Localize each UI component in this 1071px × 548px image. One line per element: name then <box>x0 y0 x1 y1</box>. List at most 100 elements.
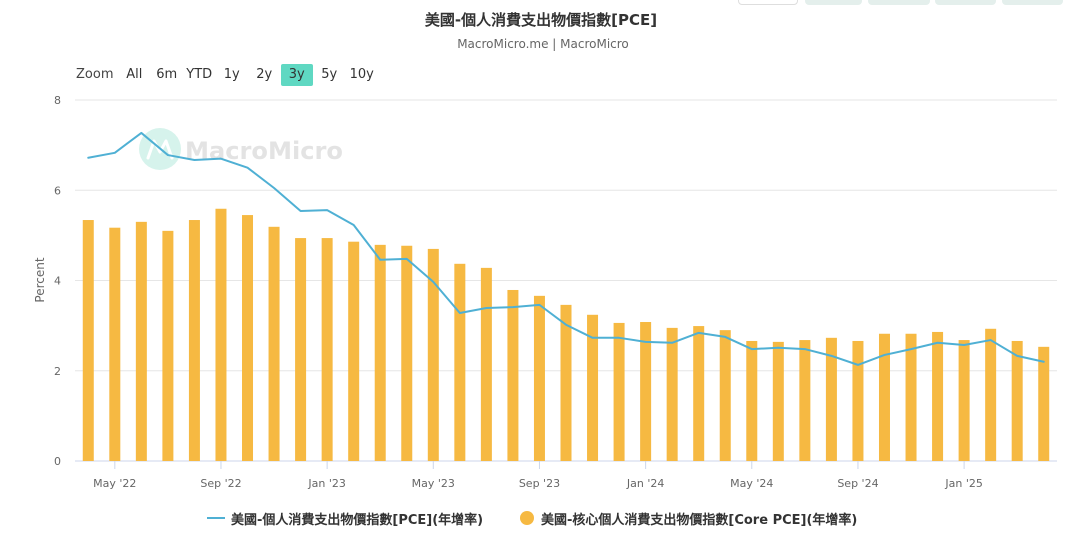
bar-core-pce <box>480 267 492 461</box>
bar-core-pce <box>985 328 997 461</box>
range-button-ytd[interactable]: YTD <box>186 67 213 82</box>
bar-core-pce <box>188 220 200 461</box>
point-pce <box>272 185 277 190</box>
point-pce <box>590 335 595 340</box>
bar-core-pce <box>427 248 439 461</box>
x-tick-label: Jan '23 <box>307 477 345 490</box>
range-button-2y[interactable]: 2y <box>256 67 273 82</box>
point-pce <box>802 347 807 352</box>
point-pce <box>298 209 303 214</box>
bar-core-pce <box>932 331 944 461</box>
legend-circle-icon <box>520 511 534 525</box>
bar-core-pce <box>825 337 837 461</box>
toolbar-button[interactable] <box>738 0 798 5</box>
bar-core-pce <box>507 289 519 461</box>
point-pce <box>776 345 781 350</box>
bar-core-pce <box>878 333 890 461</box>
toolbar-button[interactable] <box>935 0 996 5</box>
bar-core-pce <box>533 295 545 461</box>
bar-core-pce <box>560 304 572 461</box>
point-pce <box>1041 359 1046 364</box>
x-tick-label: May '24 <box>730 477 773 490</box>
y-tick-label: 6 <box>54 184 61 197</box>
range-button-10y[interactable]: 10y <box>349 67 374 82</box>
x-tick-label: May '23 <box>412 477 455 490</box>
bar-core-pce <box>109 227 121 461</box>
toolbar-button[interactable] <box>805 0 862 5</box>
y-tick-label: 8 <box>54 94 61 107</box>
y-axis-label: Percent <box>33 257 47 302</box>
point-pce <box>617 335 622 340</box>
point-pce <box>723 334 728 339</box>
x-axis-ticks: May '22 Sep '22 Jan '23 May '23 Sep '23 Jan '… <box>93 461 983 490</box>
x-tick-label: Jan '24 <box>626 477 664 490</box>
bar-core-pce <box>640 322 652 461</box>
point-pce <box>484 306 489 311</box>
point-pce <box>245 165 250 170</box>
bar-core-pce <box>295 238 307 461</box>
point-pce <box>112 150 117 155</box>
point-pce <box>1015 353 1020 358</box>
legend-item-pce[interactable]: 美國-個人消費支出物價指數[PCE](年增率) <box>207 509 484 528</box>
range-button-3y[interactable]: 3y <box>280 64 313 86</box>
core-pce-bars <box>82 208 1050 461</box>
bar-core-pce <box>321 238 333 461</box>
point-pce <box>935 340 940 345</box>
line-pce <box>87 131 1045 366</box>
point-pce <box>218 156 223 161</box>
point-pce <box>165 153 170 158</box>
point-pce <box>325 208 330 213</box>
legend-label-pce: 美國-個人消費支出物價指數[PCE](年增率) <box>231 512 484 528</box>
range-button-6m[interactable]: 6m <box>156 67 178 82</box>
bar-core-pce <box>958 340 970 461</box>
point-pce <box>696 330 701 335</box>
bar-core-pce <box>799 340 811 461</box>
point-pce <box>882 352 887 357</box>
pce-line-series <box>86 130 1046 367</box>
y-axis-ticks: 0 2 4 6 8 <box>54 94 61 468</box>
point-pce <box>855 362 860 367</box>
bar-core-pce <box>454 263 466 461</box>
x-tick-label: Sep '24 <box>837 477 878 490</box>
toolbar-button[interactable] <box>868 0 930 5</box>
y-tick-label: 4 <box>54 275 61 288</box>
legend-label-core-pce: 美國-核心個人消費支出物價指數[Core PCE](年增率) <box>541 512 858 528</box>
legend-item-core-pce[interactable]: 美國-核心個人消費支出物價指數[Core PCE](年增率) <box>520 509 858 528</box>
range-button-1y[interactable]: 1y <box>223 67 240 82</box>
point-pce <box>962 343 967 348</box>
bar-core-pce <box>666 327 678 461</box>
point-pce <box>537 302 542 307</box>
point-pce <box>139 130 144 135</box>
bar-core-pce <box>772 341 784 461</box>
bar-core-pce <box>587 314 599 461</box>
point-pce <box>564 322 569 327</box>
point-pce <box>457 310 462 315</box>
chart-title: 美國-個人消費支出物價指數[PCE] <box>424 11 658 29</box>
point-pce <box>378 257 383 262</box>
range-button-5y[interactable]: 5y <box>321 67 338 82</box>
point-pce <box>192 158 197 163</box>
point-pce <box>431 279 436 284</box>
point-pce <box>351 223 356 228</box>
bar-core-pce <box>613 322 625 461</box>
bar-core-pce <box>242 215 254 461</box>
bar-core-pce <box>401 245 413 461</box>
x-tick-label: Sep '23 <box>519 477 560 490</box>
point-pce <box>829 353 834 358</box>
point-pce <box>86 155 91 160</box>
range-selector: All 6m YTD 1y 2y 3y 5y 10y <box>118 64 378 86</box>
toolbar-button[interactable] <box>1002 0 1063 5</box>
point-pce <box>988 338 993 343</box>
bar-core-pce <box>348 241 360 461</box>
x-tick-label: Jan '25 <box>944 477 982 490</box>
x-tick-label: May '22 <box>93 477 136 490</box>
range-button-all[interactable]: All <box>126 67 143 82</box>
bar-core-pce <box>719 330 731 461</box>
point-pce <box>749 347 754 352</box>
point-pce <box>909 347 914 352</box>
bar-core-pce <box>1038 346 1050 461</box>
watermark: MacroMicro <box>139 128 343 170</box>
bar-core-pce <box>746 340 758 461</box>
